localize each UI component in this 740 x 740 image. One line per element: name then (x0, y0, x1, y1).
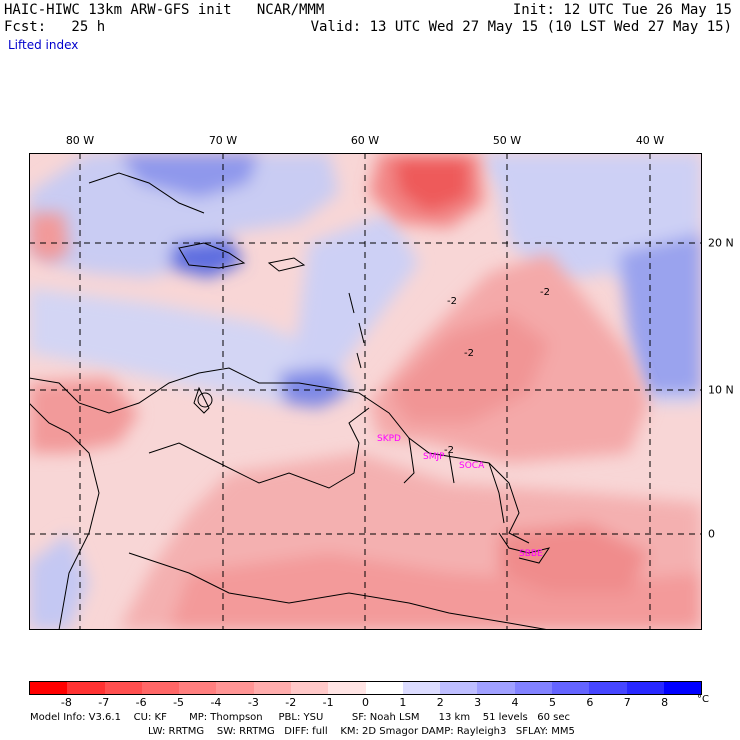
colorbar-cell (589, 682, 627, 694)
station-label-skpd: SKPD (377, 434, 401, 444)
station-label-sbbe: SBBE (519, 549, 543, 559)
lifted-index-map: -2 -2 -2 -2 SKPD SMJP SOCA SBBE (29, 153, 702, 630)
colorbar-unit: °C (697, 694, 709, 705)
colorbar-cell (477, 682, 515, 694)
colorbar-cell (663, 682, 702, 694)
lon-label-70w: 70 W (208, 134, 238, 147)
station-label-soca: SOCA (459, 461, 485, 471)
colorbar-cell (440, 682, 478, 694)
stable-regions (29, 153, 702, 630)
contour-label: -2 (540, 287, 550, 298)
lon-label-50w: 50 W (492, 134, 522, 147)
lat-label-0: 0 (708, 527, 715, 541)
colorbar-tick-label: -6 (135, 696, 147, 709)
colorbar-tick-label: 7 (623, 696, 631, 709)
station-label-smjp: SMJP (423, 452, 445, 462)
colorbar-tick-label: 4 (511, 696, 519, 709)
colorbar-tick-label: 1 (399, 696, 407, 709)
colorbar-cell (290, 682, 329, 694)
colorbar-cell (328, 682, 366, 694)
lon-label-80w: 80 W (65, 134, 95, 147)
colorbar-tick-label: -4 (210, 696, 222, 709)
valid-time: Valid: 13 UTC Wed 27 May 15 (10 LST Wed … (310, 19, 732, 35)
model-info-line1: Model Info: V3.6.1 CU: KF MP: Thompson P… (30, 712, 570, 723)
model-info-line2: LW: RRTMG SW: RRTMG DIFF: full KM: 2D Sm… (148, 726, 575, 737)
colorbar-tick-label: -7 (98, 696, 110, 709)
lon-label-40w: 40 W (635, 134, 665, 147)
coastlines (29, 172, 551, 630)
colorbar-cell (30, 682, 68, 694)
colorbar-tick-label: -8 (60, 696, 72, 709)
colorbar-tick-label: -5 (173, 696, 185, 709)
init-time: Init: 12 UTC Tue 26 May 15 (512, 2, 732, 18)
lon-label-60w: 60 W (350, 134, 380, 147)
map-frame (29, 153, 702, 630)
colorbar-cell (551, 682, 590, 694)
colorbar-tick-label: 6 (586, 696, 594, 709)
contour-label: -2 (447, 296, 457, 307)
colorbar-cell (402, 682, 441, 694)
colorbar-cell (141, 682, 180, 694)
colorbar-cell (514, 682, 552, 694)
colorbar-tick-label: 3 (474, 696, 482, 709)
product-title: HAIC-HIWC 13km ARW-GFS init NCAR/MMM (4, 2, 325, 18)
colorbar-tick-label: -3 (247, 696, 259, 709)
lat-label-20n: 20 N (708, 236, 734, 250)
colorbar-cell (365, 682, 403, 694)
colorbar-tick-label: -2 (285, 696, 297, 709)
colorbar-tick-label: -1 (322, 696, 334, 709)
colorbar-cell (626, 682, 664, 694)
contour-label: -2 (464, 348, 474, 359)
colorbar-cell (104, 682, 142, 694)
colorbar-cell (253, 682, 291, 694)
contour-label: -2 (444, 445, 454, 456)
colorbar-tick-label: 8 (661, 696, 669, 709)
colorbar-cell (216, 682, 254, 694)
colorbar-tick-label: 2 (436, 696, 444, 709)
field-name: Lifted index (8, 38, 79, 52)
colorbar-tick-label: 0 (362, 696, 369, 709)
lat-label-10n: 10 N (708, 383, 734, 397)
map-panel: -2 -2 -2 -2 SKPD SMJP SOCA SBBE (29, 153, 702, 630)
colorbar (29, 681, 702, 695)
colorbar-cell (67, 682, 105, 694)
colorbar-cell (179, 682, 217, 694)
forecast-hour: Fcst: 25 h (4, 19, 106, 35)
colorbar-tick-label: 5 (548, 696, 556, 709)
unstable-regions (29, 153, 702, 630)
